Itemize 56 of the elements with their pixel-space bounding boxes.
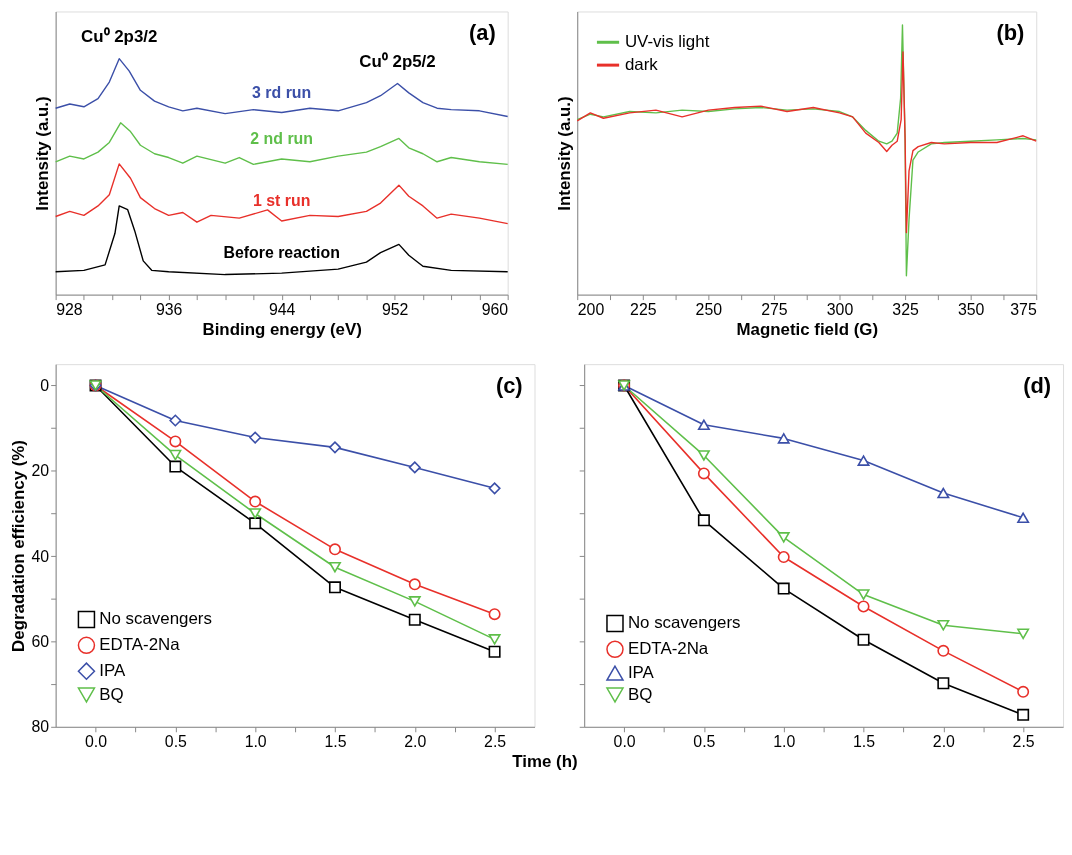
y-axis-title: Intensity (a.u.) xyxy=(554,96,574,211)
x-tick-label: 1.5 xyxy=(852,733,876,751)
x-tick-label: 275 xyxy=(761,300,788,318)
y-tick-label: 60 xyxy=(31,632,50,650)
x-tick-label: 0.5 xyxy=(164,733,188,751)
legend-label: No scavengers xyxy=(627,613,741,633)
x-tick-label: 944 xyxy=(268,300,296,318)
x-tick-label: 952 xyxy=(381,300,409,318)
x-tick-label: 250 xyxy=(695,300,723,318)
x-tick-label: 1.0 xyxy=(244,733,267,751)
legend-label: dark xyxy=(624,55,659,75)
series-label: 2 nd run xyxy=(250,130,313,148)
x-tick-label: 2.0 xyxy=(404,733,427,751)
legend-label: BQ xyxy=(627,684,653,704)
x-tick-label: 936 xyxy=(155,300,183,318)
y-tick-label: 0 xyxy=(40,376,50,394)
series-label: 1 st run xyxy=(252,192,311,210)
legend-label: No scavengers xyxy=(99,609,212,629)
x-tick-label: 1.0 xyxy=(773,733,796,751)
x-axis-title: Magnetic field (G) xyxy=(736,319,879,339)
x-tick-label: 325 xyxy=(892,300,919,318)
legend-label: BQ xyxy=(99,684,124,704)
y-tick-label: 40 xyxy=(31,547,50,565)
chart-title: (a) xyxy=(469,20,496,46)
x-tick-label: 0.5 xyxy=(693,733,716,751)
annotation: Cu⁰ 2p5/2 xyxy=(359,51,436,71)
x-tick-label: 928 xyxy=(56,300,83,318)
legend-label: EDTA-2Na xyxy=(99,635,181,655)
legend-label: EDTA-2Na xyxy=(627,639,709,659)
y-axis-title: Intensity (a.u.) xyxy=(33,96,53,211)
x-tick-label: 0.0 xyxy=(85,733,108,751)
chart-title: (c) xyxy=(495,372,523,398)
x-tick-label: 2.5 xyxy=(1012,733,1035,751)
series-label: Before reaction xyxy=(223,244,340,262)
y-axis-title: Degradation efficiency (%) xyxy=(8,440,28,652)
x-tick-label: 200 xyxy=(577,300,605,318)
x-tick-label: 2.5 xyxy=(484,733,507,751)
x-tick-label: 225 xyxy=(630,300,657,318)
chart-title: (b) xyxy=(996,20,1025,46)
y-tick-label: 20 xyxy=(31,462,50,480)
series-label: 3 rd run xyxy=(252,83,312,101)
y-tick-label: 80 xyxy=(31,718,50,736)
x-tick-label: 0.0 xyxy=(613,733,636,751)
x-tick-label: 2.0 xyxy=(932,733,956,751)
x-tick-label: 300 xyxy=(826,300,854,318)
x-axis-title: Binding energy (eV) xyxy=(202,319,362,339)
legend-label: UV-vis light xyxy=(624,32,710,52)
annotation: Cu⁰ 2p3/2 xyxy=(81,26,158,46)
x-tick-label: 1.5 xyxy=(324,733,347,751)
legend-label: IPA xyxy=(627,663,655,683)
chart-title: (d) xyxy=(1023,372,1052,398)
x-tick-label: 350 xyxy=(957,300,985,318)
legend-label: IPA xyxy=(99,661,127,681)
x-tick-label: 960 xyxy=(481,300,509,318)
x-tick-label: 375 xyxy=(1010,300,1037,318)
x-axis-title: Time (h) xyxy=(512,752,578,772)
